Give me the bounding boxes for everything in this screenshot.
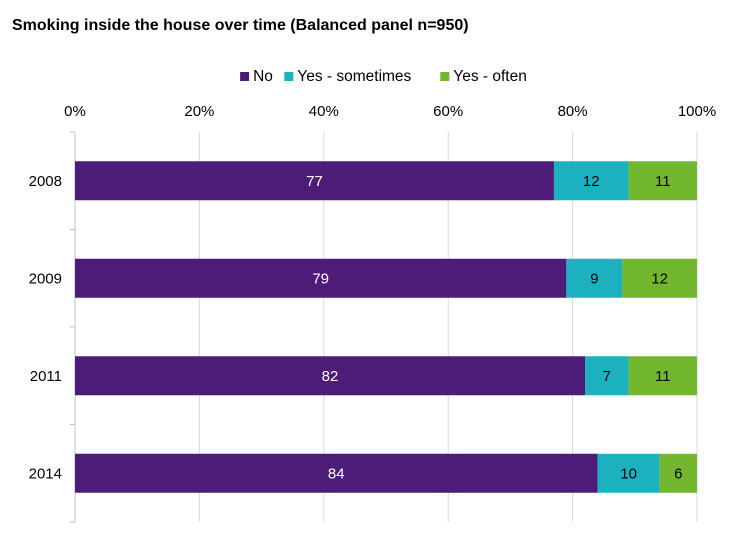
legend-swatch	[440, 72, 450, 81]
bar-segment	[75, 356, 586, 396]
legend: No Yes - sometimes Yes - often	[240, 68, 527, 85]
legend-label: No	[253, 68, 273, 85]
bar-segment	[553, 161, 629, 201]
data-label: 6	[674, 465, 682, 482]
category-label: 2009	[29, 270, 62, 287]
data-label: 79	[312, 270, 329, 287]
data-label: 9	[590, 270, 598, 287]
data-label: 10	[620, 465, 637, 482]
bar-segment	[585, 356, 629, 396]
bar-segment	[659, 453, 697, 493]
x-tick-label: 0%	[64, 103, 86, 120]
bar-segment	[75, 258, 567, 298]
bars	[75, 161, 697, 493]
category-label: 2008	[29, 173, 62, 190]
category-label: 2014	[29, 465, 62, 482]
category-label: 2011	[30, 368, 62, 385]
legend-label: Yes - often	[453, 68, 527, 85]
bar-segment	[566, 258, 623, 298]
x-tick-label: 80%	[558, 103, 588, 120]
legend-label: Yes - sometimes	[297, 68, 411, 85]
x-tick-label: 20%	[184, 103, 214, 120]
bar-segment	[622, 258, 697, 298]
bar-segment	[75, 453, 598, 493]
bar-segment	[75, 161, 554, 201]
chart-title: Smoking inside the house over time (Bala…	[12, 17, 469, 34]
data-label: 84	[328, 465, 345, 482]
bar-segment	[628, 161, 697, 201]
x-tick-label: 60%	[433, 103, 463, 120]
data-label: 12	[651, 270, 668, 287]
legend-swatch	[240, 72, 250, 81]
data-label: 7	[603, 368, 611, 385]
x-tick-label: 100%	[678, 103, 716, 120]
bar-segment	[597, 453, 660, 493]
data-label: 82	[322, 368, 339, 385]
legend-swatch	[284, 72, 294, 81]
data-labels: 77 12 11 79 9 12 82 7 11 84 10 6	[306, 173, 682, 483]
data-label: 77	[306, 173, 323, 190]
bar-segment	[628, 356, 697, 396]
data-label: 12	[583, 173, 600, 190]
x-tick-label: 40%	[309, 103, 339, 120]
data-label: 11	[655, 368, 671, 385]
data-label: 11	[655, 173, 671, 190]
